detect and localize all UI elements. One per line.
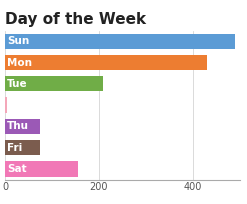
Text: Fri: Fri — [7, 143, 22, 153]
Bar — [5, 76, 103, 91]
Bar — [5, 119, 40, 134]
Text: Mon: Mon — [7, 58, 32, 68]
Text: Thu: Thu — [7, 121, 29, 131]
Bar — [5, 97, 7, 113]
Bar — [5, 34, 235, 49]
Bar — [5, 140, 40, 155]
Bar — [5, 55, 207, 70]
Text: Sun: Sun — [7, 36, 30, 46]
Text: Tue: Tue — [7, 79, 28, 89]
Text: Day of the Week: Day of the Week — [5, 12, 146, 27]
Bar — [5, 161, 78, 176]
Text: Sat: Sat — [7, 164, 27, 174]
